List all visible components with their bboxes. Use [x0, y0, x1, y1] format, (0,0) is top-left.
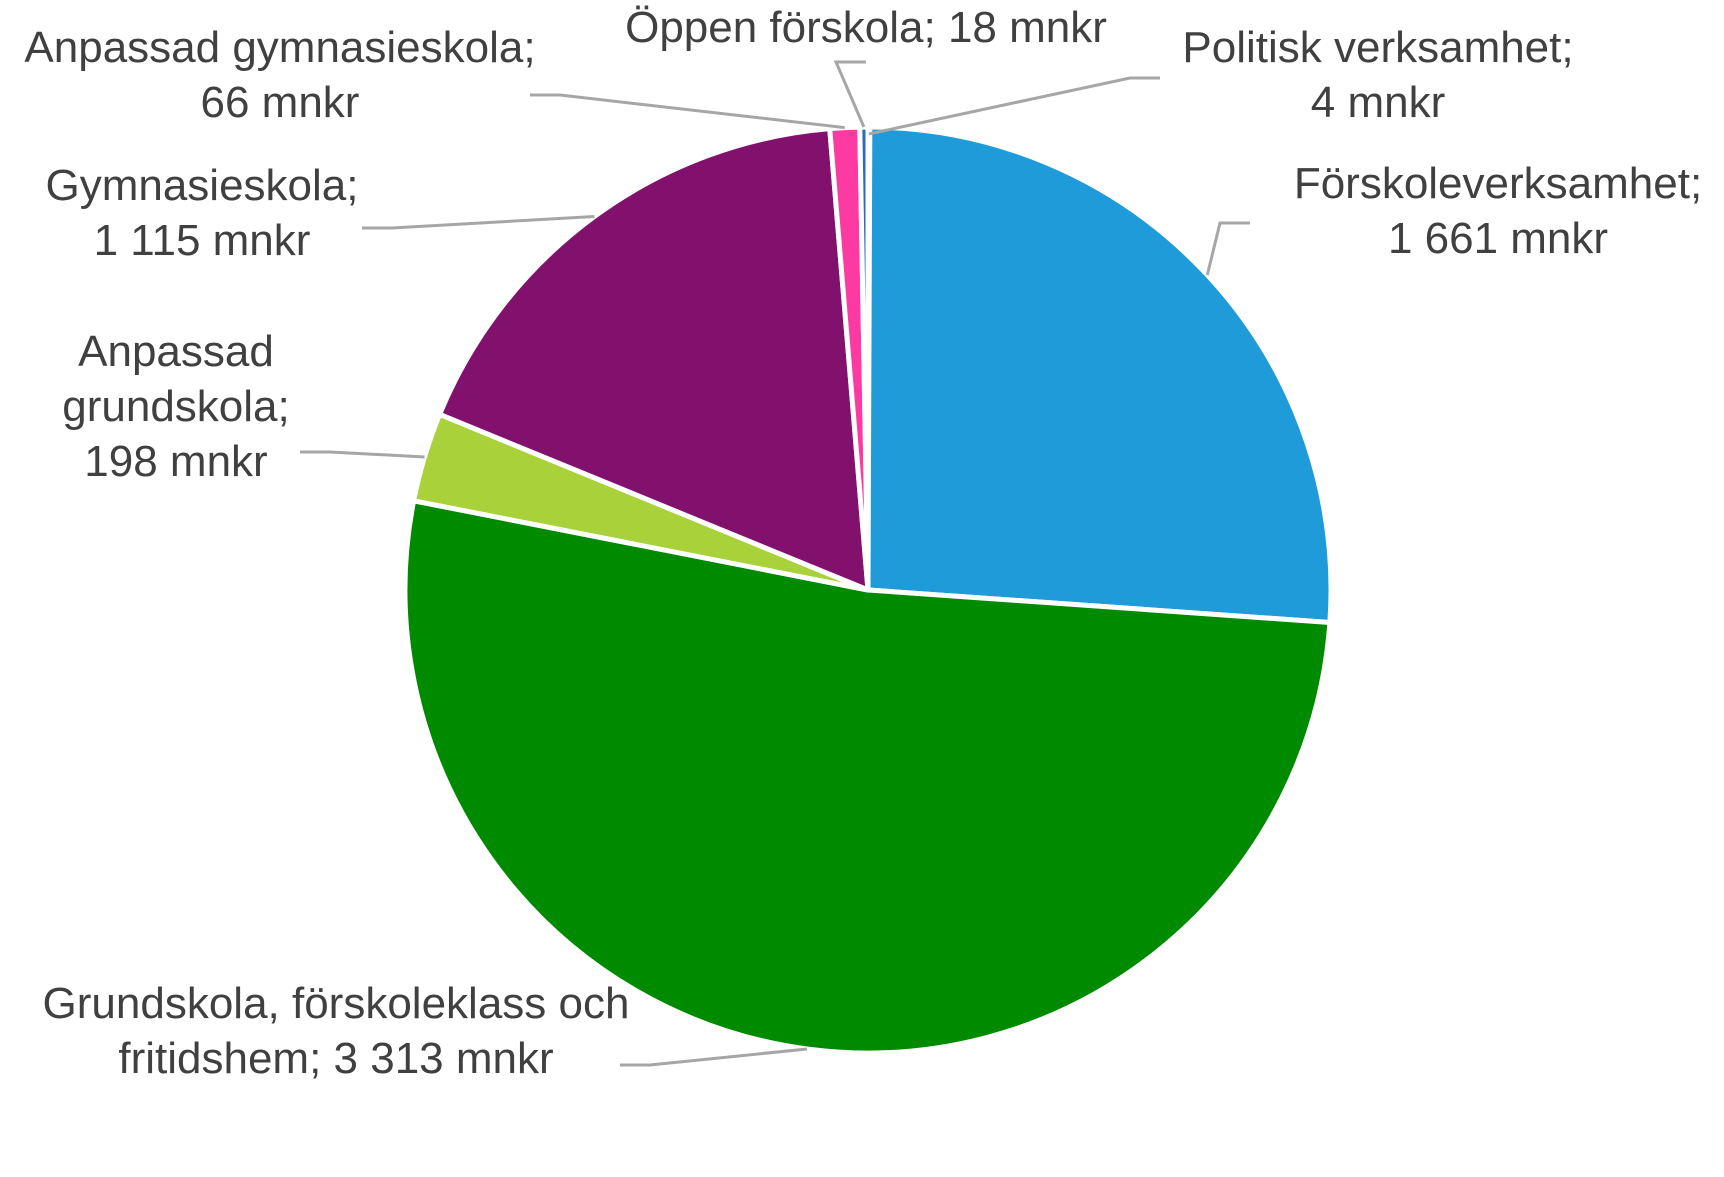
data-label-line: grundskola; — [62, 382, 289, 431]
data-label-line: 198 mnkr — [84, 437, 267, 486]
pie-slices — [402, 124, 1334, 1056]
data-label-line: Anpassad — [78, 327, 274, 376]
data-label-line: fritidshem; 3 313 mnkr — [118, 1034, 553, 1083]
data-label-gymnasieskola: Gymnasieskola; 1 115 mnkr — [45, 161, 358, 265]
data-label-line: Öppen förskola; 18 mnkr — [625, 3, 1107, 52]
pie-slice-grundskola-forskoleklass-och-fritidshem — [402, 498, 1333, 1056]
data-label-line: 4 mnkr — [1311, 78, 1445, 127]
leader-line-anpassad-gymnasieskola — [530, 93, 845, 130]
leader-line-anpassad-grundskola — [300, 450, 425, 459]
data-label-line: Gymnasieskola; — [45, 161, 358, 210]
data-label-line: Grundskola, förskoleklass och — [43, 979, 630, 1028]
leader-line-forskoleverksamhet — [1205, 221, 1250, 276]
data-label-line: 66 mnkr — [201, 78, 360, 127]
data-label-grundskola-forskoleklass-och-fritidshem: Grundskola, förskoleklass och fritidshem;… — [43, 979, 630, 1083]
data-labels: Politisk verksamhet; 4 mnkr Förskoleverksa… — [24, 3, 1702, 1083]
data-label-line: 1 115 mnkr — [94, 216, 311, 265]
data-label-anpassad-gymnasieskola: Anpassad gymnasieskola; 66 mnkr — [24, 23, 535, 127]
data-label-line: Förskoleverksamhet; — [1294, 159, 1702, 208]
data-label-anpassad-grundskola: Anpassad grundskola; 198 mnkr — [62, 327, 289, 486]
leader-lines — [300, 60, 1250, 1067]
data-label-line: Politisk verksamhet; — [1182, 23, 1573, 72]
data-label-oppen-forskola: Öppen förskola; 18 mnkr — [625, 3, 1107, 52]
leader-line-grundskola-forskoleklass-och-fritidshem — [620, 1047, 808, 1067]
data-label-line: 1 661 mnkr — [1388, 214, 1608, 263]
data-label-politisk-verksamhet: Politisk verksamhet; 4 mnkr — [1182, 23, 1573, 127]
pie-slice-forskoleverksamhet — [865, 124, 1334, 625]
leader-line-gymnasieskola — [362, 215, 595, 230]
leader-line-politisk-verksamhet — [868, 76, 1160, 136]
leader-line-oppen-forskola — [833, 60, 866, 128]
data-label-forskoleverksamhet: Förskoleverksamhet; 1 661 mnkr — [1294, 159, 1702, 263]
pie-slice-gymnasieskola — [437, 126, 871, 593]
data-label-line: Anpassad gymnasieskola; — [24, 23, 535, 72]
